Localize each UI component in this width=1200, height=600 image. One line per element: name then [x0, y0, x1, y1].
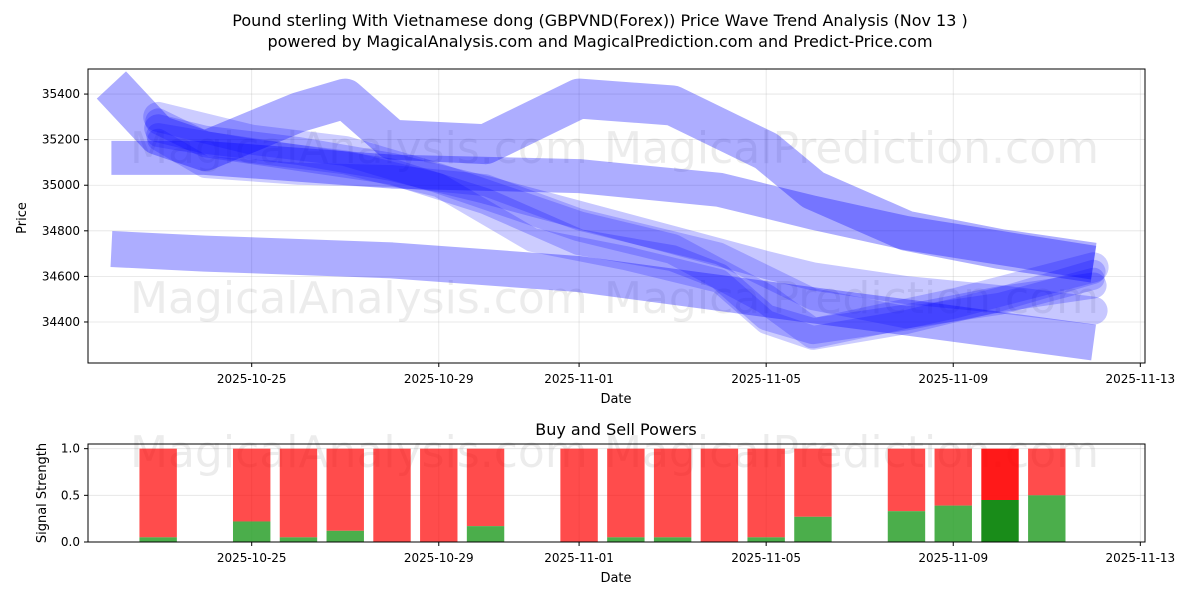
sell-bar-2025-10-28 [373, 448, 411, 542]
signal-x-tick-label: 2025-11-01 [544, 551, 614, 565]
buy-bar-2025-11-11 [1028, 495, 1066, 542]
signal-y-tick-label: 0.5 [61, 488, 80, 502]
sell-bar-2025-11-11 [1028, 448, 1066, 496]
signal-x-tick-label: 2025-10-29 [404, 551, 474, 565]
buy-bar-2025-11-02 [607, 537, 645, 542]
price-y-tick-label: 34800 [42, 224, 80, 238]
signal-x-tick-label: 2025-11-05 [731, 551, 801, 565]
sell-bar-2025-10-25 [232, 448, 271, 522]
sell-bar-2025-11-05 [747, 448, 785, 538]
price-y-tick-label: 35000 [42, 178, 80, 192]
price-x-tick-label: 2025-11-01 [544, 372, 614, 386]
signal-bars [139, 448, 1066, 542]
signal-x-label: Date [600, 571, 631, 586]
buy-bar-2025-10-23 [139, 537, 177, 542]
price-y-tick-label: 34600 [42, 269, 80, 283]
price-band-wave-4 [144, 114, 1108, 325]
buy-bar-2025-10-27 [326, 530, 364, 542]
price-band-wave-7 [147, 128, 1105, 329]
sell-bar-2025-10-30 [466, 448, 505, 527]
sell-bar-2025-11-08 [887, 448, 926, 512]
buy-bar-2025-11-03 [653, 537, 692, 542]
sell-bar-2025-11-10 [981, 448, 1019, 500]
price-x-tick-label: 2025-10-25 [217, 372, 287, 386]
buy-bar-2025-11-09 [934, 505, 972, 542]
price-plot-area [88, 69, 1145, 363]
signal-y-tick-label: 0.0 [61, 535, 80, 549]
chart-title: Pound sterling With Vietnamese dong (GBP… [232, 11, 967, 30]
buy-bar-2025-11-05 [747, 537, 785, 542]
signal-x-tick-label: 2025-11-09 [918, 551, 988, 565]
price-y-tick-label: 34400 [42, 315, 80, 329]
price-x-tick-label: 2025-11-09 [918, 372, 988, 386]
price-wave-bands [96, 71, 1109, 361]
sell-bar-2025-10-23 [139, 448, 177, 538]
sell-bar-2025-10-27 [326, 448, 364, 531]
price-band-wave-8 [143, 101, 1109, 349]
price-band-wave-2 [110, 231, 1096, 361]
sell-bar-2025-11-04 [700, 448, 739, 542]
buy-bar-2025-11-10 [981, 500, 1019, 542]
price-grid [88, 69, 1145, 363]
chart-subtitle: powered by MagicalAnalysis.com and Magic… [267, 32, 932, 51]
sell-bar-2025-10-29 [420, 448, 458, 542]
price-band-wave-6 [146, 123, 1106, 350]
signal-axes: 2025-10-25 2025-10-29 2025-11-01 2025-11-05… [61, 442, 1175, 565]
price-plot-frame [87, 68, 1146, 364]
sell-bar-2025-11-01 [560, 448, 598, 542]
price-axes: 2025-10-25 2025-10-29 2025-11-01 2025-11-05… [42, 87, 1175, 386]
price-x-label: Date [600, 392, 631, 407]
watermark-prediction-bottom: MagicalPrediction.com [604, 273, 1099, 324]
watermark-analysis-bottom: MagicalAnalysis.com [130, 273, 588, 324]
watermark-prediction-top: MagicalPrediction.com [604, 123, 1099, 174]
buy-bar-2025-10-25 [232, 521, 271, 542]
signal-x-tick-label: 2025-10-25 [217, 551, 287, 565]
buy-bar-2025-10-30 [466, 526, 505, 542]
signal-plot-frame [87, 443, 1146, 543]
buy-bar-2025-11-06 [794, 516, 832, 542]
price-y-label: Price [15, 202, 30, 234]
price-y-tick-label: 35200 [42, 133, 80, 147]
price-band-wave-5 [145, 108, 1107, 345]
buy-bar-2025-11-08 [887, 511, 926, 542]
price-y-tick-label: 35400 [42, 87, 80, 101]
sell-bar-2025-11-03 [653, 448, 692, 538]
sell-bar-2025-11-02 [607, 448, 645, 538]
sell-bar-2025-11-06 [794, 448, 832, 517]
price-watermarks: MagicalAnalysis.com MagicalPrediction.co… [130, 123, 1099, 324]
price-x-tick-label: 2025-11-05 [731, 372, 801, 386]
buy-bar-2025-10-26 [279, 537, 318, 542]
price-x-tick-label: 2025-11-13 [1105, 372, 1175, 386]
signal-x-tick-label: 2025-11-13 [1105, 551, 1175, 565]
sell-bar-2025-11-09 [934, 448, 972, 506]
price-x-tick-label: 2025-10-29 [404, 372, 474, 386]
signal-y-tick-label: 1.0 [61, 442, 80, 456]
price-band-wave-1 [111, 140, 1097, 280]
signal-y-label: Signal Strength [35, 443, 50, 543]
watermark-analysis-top: MagicalAnalysis.com [130, 123, 588, 174]
sell-bar-2025-10-26 [279, 448, 318, 538]
price-band-wave-3 [96, 71, 1097, 283]
signal-title: Buy and Sell Powers [535, 420, 697, 439]
